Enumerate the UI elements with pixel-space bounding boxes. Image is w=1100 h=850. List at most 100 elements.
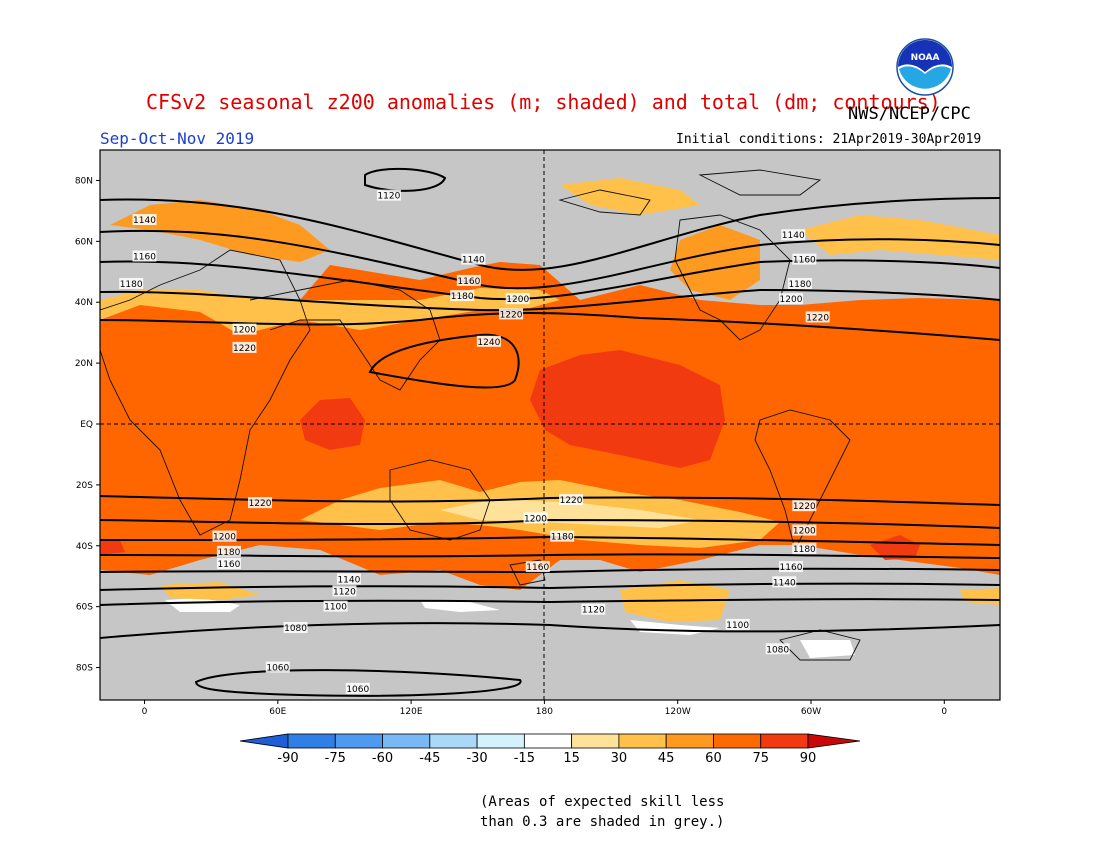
lat-label: 40N bbox=[75, 298, 93, 308]
noaa-logo: NOAA bbox=[896, 38, 954, 96]
contour-label: 1120 bbox=[376, 189, 401, 202]
contour-label: 1180 bbox=[216, 545, 241, 558]
colorbar-tick-label: 75 bbox=[752, 751, 769, 766]
svg-text:1120: 1120 bbox=[333, 587, 356, 597]
lat-label: 80S bbox=[76, 664, 93, 674]
contour-label: 1180 bbox=[787, 277, 812, 290]
anomaly-neutral-patch bbox=[800, 640, 855, 658]
svg-text:1180: 1180 bbox=[788, 280, 811, 290]
lat-label: EQ bbox=[80, 420, 93, 430]
contour-label: 1160 bbox=[779, 561, 804, 573]
longitude-axis: 0 60E 120E 180 120W 60W 0 bbox=[142, 700, 947, 717]
svg-text:1220: 1220 bbox=[233, 344, 256, 354]
contour-label: 1100 bbox=[323, 600, 348, 613]
anomaly-30-45-arctic bbox=[560, 178, 700, 215]
lat-label: 80N bbox=[75, 176, 93, 186]
colorbar-segment bbox=[523, 733, 573, 749]
svg-text:1060: 1060 bbox=[266, 664, 289, 674]
colorbar-tick-label: -15 bbox=[514, 751, 535, 766]
lon-label: 0 bbox=[142, 707, 148, 717]
anomaly-60-75-west bbox=[100, 540, 125, 555]
anomaly-60-75-central-pacific bbox=[530, 350, 725, 468]
colorbar-tick-label: -60 bbox=[372, 751, 393, 766]
lat-label: 40S bbox=[76, 542, 93, 552]
anomaly-30-45-north bbox=[100, 288, 560, 335]
colorbar-segment bbox=[713, 733, 762, 749]
lon-label: 120W bbox=[665, 707, 691, 717]
svg-text:1140: 1140 bbox=[133, 216, 156, 226]
colorbar-tick-label: 30 bbox=[611, 751, 628, 766]
skill-note-line-1: (Areas of expected skill less bbox=[480, 794, 725, 810]
initial-conditions-label: Initial conditions: 21Apr2019-30Apr2019 bbox=[676, 132, 982, 147]
svg-text:1180: 1180 bbox=[451, 292, 474, 302]
svg-text:1140: 1140 bbox=[337, 575, 360, 585]
svg-text:1200: 1200 bbox=[793, 527, 816, 537]
anomaly-30-45-atlantic bbox=[800, 215, 1000, 260]
contour-label: 1100 bbox=[725, 618, 750, 631]
logo-text: NOAA bbox=[911, 53, 940, 63]
contour-label: 1200 bbox=[212, 530, 237, 543]
svg-text:1100: 1100 bbox=[324, 603, 347, 613]
colorbar-segment bbox=[618, 733, 667, 749]
lon-label: 180 bbox=[536, 707, 553, 717]
anomaly-60-75-south-atlantic bbox=[870, 535, 920, 560]
contour-label: 1200 bbox=[792, 524, 817, 537]
svg-text:1080: 1080 bbox=[766, 645, 789, 655]
skill-note: (Areas of expected skill less than 0.3 a… bbox=[480, 792, 724, 832]
contour-label: 1160 bbox=[792, 253, 817, 266]
svg-text:1220: 1220 bbox=[560, 496, 583, 506]
colorbar-tick-label: 60 bbox=[705, 751, 722, 766]
colorbar-segment bbox=[571, 733, 620, 749]
colorbar-segment bbox=[382, 733, 431, 749]
contour-label: 1180 bbox=[550, 530, 575, 543]
svg-text:1140: 1140 bbox=[782, 231, 805, 241]
contour-label: 1160 bbox=[525, 561, 550, 573]
colorbar: -90 -75 -60 -45 -30 -15 15 30 45 60 75 90 bbox=[239, 733, 861, 766]
contour-label: 1200 bbox=[779, 293, 804, 305]
agency-label: NWS/NCEP/CPC bbox=[848, 104, 971, 124]
colorbar-segment bbox=[334, 733, 383, 749]
svg-text:1100: 1100 bbox=[726, 621, 749, 631]
lat-label: 60S bbox=[76, 603, 93, 613]
map-frame bbox=[99, 149, 1001, 701]
anomaly-neutral-patch bbox=[420, 600, 500, 612]
colorbar-tick-label: -75 bbox=[325, 751, 346, 766]
svg-text:1160: 1160 bbox=[526, 563, 549, 573]
contour-label: 1220 bbox=[232, 341, 257, 354]
colorbar-segment bbox=[429, 733, 478, 749]
colorbar-segment bbox=[665, 733, 714, 749]
svg-text:1140: 1140 bbox=[773, 578, 796, 588]
svg-text:1160: 1160 bbox=[217, 560, 240, 570]
map-title: CFSv2 seasonal z200 anomalies (m; shaded… bbox=[146, 90, 941, 114]
colorbar-tick-label: 15 bbox=[563, 751, 580, 766]
colorbar-tick-label: -30 bbox=[466, 751, 487, 766]
svg-text:1160: 1160 bbox=[780, 563, 803, 573]
lat-label: 20N bbox=[75, 359, 93, 369]
colorbar-tick-label: -45 bbox=[419, 751, 440, 766]
colorbar-min-arrow bbox=[239, 733, 289, 749]
svg-text:1240: 1240 bbox=[477, 338, 500, 348]
contour-label: 1060 bbox=[345, 682, 370, 695]
svg-text:1060: 1060 bbox=[346, 685, 369, 695]
height-contours bbox=[100, 167, 1000, 697]
contour-label: 1080 bbox=[283, 621, 308, 634]
svg-text:1160: 1160 bbox=[793, 256, 816, 266]
svg-text:1140: 1140 bbox=[462, 256, 485, 266]
contour-label: 1140 bbox=[781, 229, 806, 241]
svg-text:1200: 1200 bbox=[213, 533, 236, 543]
svg-text:1200: 1200 bbox=[780, 295, 803, 305]
lat-label: 60N bbox=[75, 237, 93, 247]
lon-label: 0 bbox=[941, 707, 947, 717]
latitude-axis: 80N 60N 40N 20N EQ 20S 40S 60S 80S bbox=[75, 176, 100, 674]
svg-text:1180: 1180 bbox=[793, 545, 816, 555]
svg-text:1220: 1220 bbox=[806, 313, 829, 323]
contour-label: 1240 bbox=[476, 335, 501, 348]
contour-label: 1200 bbox=[232, 323, 257, 336]
contour-label: 1200 bbox=[505, 293, 530, 305]
colorbar-tick-label: -90 bbox=[277, 751, 298, 766]
contour-label: 1160 bbox=[216, 558, 241, 570]
anomaly-30-45-sw bbox=[160, 582, 260, 600]
